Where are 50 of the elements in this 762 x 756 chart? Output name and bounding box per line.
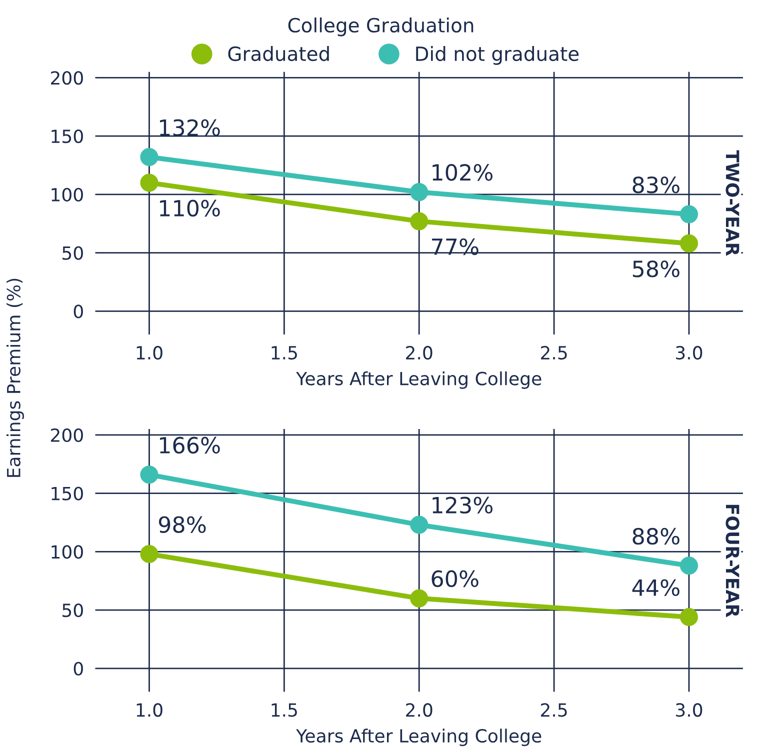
x-tick-label: 2.5 [541,346,567,360]
point [140,544,158,564]
x-tick-label: 2.5 [541,703,567,717]
x-tick-label: 1.5 [272,346,297,360]
y-tick-label: 200 [51,71,83,85]
x-tick-label: 2.0 [406,346,432,360]
text: TWO-YEAR [726,150,740,256]
x-tick-label: 1.0 [136,346,162,360]
x-axis-title: Years After Leaving College [296,728,542,746]
point [680,205,698,224]
data-label: 123% [432,496,493,514]
y-tick-label: 0 [74,304,83,318]
data-label: 166% [160,436,220,454]
y-tick-label: 0 [74,662,83,676]
data-label: 98% [158,516,206,534]
point [140,174,158,192]
y-tick-label: 200 [51,428,83,442]
x-tick-label: 3.0 [676,346,702,360]
x-tick-label: 3.0 [676,703,702,717]
data-label: 60% [432,570,478,588]
point [680,556,698,575]
data-label: 83% [632,176,680,194]
x-axis-title: Years After Leaving College [296,371,542,389]
text: FOUR-YEAR [726,504,740,618]
legend-label: Graduated [228,46,329,62]
point [410,212,428,230]
y-tick-label: 50 [62,246,83,260]
legend-title: College Graduation [288,18,474,36]
point [680,234,698,252]
point [680,608,698,626]
y-tick-label: 50 [62,603,83,618]
x-tick-label: 2.0 [406,703,432,717]
x-tick-label: 1.5 [272,703,297,717]
point [410,183,428,202]
point [140,466,158,484]
y-tick-label: 150 [52,486,83,500]
y-tick-label: 100 [52,188,83,202]
y-tick-label: 150 [52,129,83,144]
data-label: 58% [632,260,680,278]
data-label: 110% [160,200,220,217]
data-label: 102% [432,164,493,181]
data-label: 88% [632,528,680,545]
x-tick-label: 1.0 [136,703,162,717]
y-tick-label: 100 [52,545,83,559]
point [410,589,428,608]
y-axis-title: Earnings Premium (%) [6,278,24,477]
point [410,516,428,534]
data-label: 44% [632,579,680,596]
legend-label: Did not graduate [416,46,579,65]
point [140,148,158,166]
